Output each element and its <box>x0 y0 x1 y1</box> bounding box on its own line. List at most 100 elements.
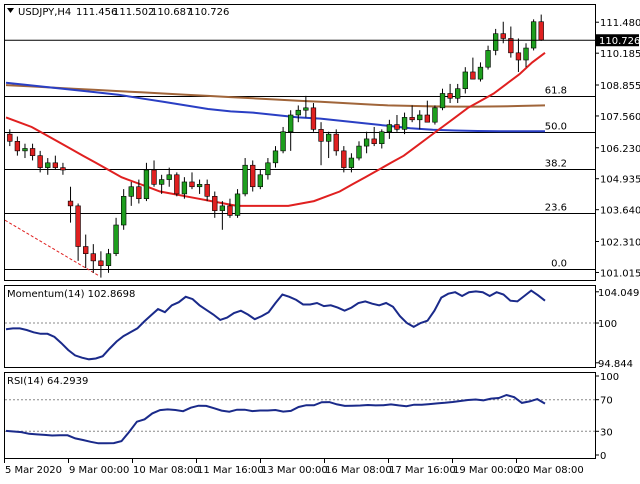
candle-body <box>83 246 89 254</box>
candle-body <box>470 71 476 80</box>
time-tick-label: 20 Mar 08:00 <box>517 465 584 476</box>
momentum-panel: 104.0492 100 94.844 <box>5 288 640 370</box>
candle-body <box>462 71 468 89</box>
price-tick-label: 108.855 <box>600 81 640 92</box>
candle-body <box>295 109 301 116</box>
momentum-tick-label: 94.844 <box>598 359 633 370</box>
candle-body <box>379 131 385 144</box>
candle-body <box>181 181 188 195</box>
candle-body <box>45 162 51 168</box>
price-panel-frame <box>4 4 596 281</box>
candle-body <box>288 114 294 133</box>
rsi-tick-label: 70 <box>600 396 613 407</box>
candle-body <box>310 107 317 130</box>
price-tick-label: 103.640 <box>600 206 640 217</box>
time-tick-label: 16 Mar 08:00 <box>325 465 392 476</box>
price-tick-label: 111.480 <box>600 18 640 29</box>
candle-body <box>257 174 263 188</box>
time-tick-label: 10 Mar 08:00 <box>133 465 200 476</box>
rsi-tick-label: 100 <box>600 372 619 383</box>
candle-body <box>386 124 393 133</box>
ohlc-close: 110.726 <box>188 7 229 18</box>
candle-body <box>29 148 36 156</box>
candle-body <box>523 47 529 61</box>
candle-body <box>113 224 119 254</box>
rsi-title: RSI(14) 64.2939 <box>7 376 88 387</box>
rsi-panel-frame <box>4 372 596 459</box>
candle-body <box>234 193 241 216</box>
time-tick-label: 13 Mar 00:00 <box>261 465 328 476</box>
price-tick-label: 102.310 <box>600 238 640 249</box>
candle-body <box>477 66 484 80</box>
candle-body <box>333 133 339 152</box>
price-tick-label: 107.560 <box>600 112 640 123</box>
candle-body <box>265 162 271 176</box>
candle-body <box>121 196 127 226</box>
momentum-line <box>5 289 546 361</box>
symbol-label: USDJPY,H4 <box>18 7 71 18</box>
candle-body <box>204 184 210 197</box>
price-tick-label: 106.230 <box>600 144 640 155</box>
last-price-label: 110.726 <box>599 36 640 47</box>
price-panel: 61.8 50.0 38.2 23.6 0.0 111.480 110.185 108.855… <box>4 14 640 279</box>
time-tick-label: 17 Mar 16:00 <box>389 465 456 476</box>
candle-body <box>75 205 81 247</box>
candle-body <box>166 174 172 180</box>
candle-body <box>7 133 13 142</box>
candle-body <box>303 107 309 111</box>
candle-body <box>196 184 203 188</box>
candle-body <box>341 150 347 168</box>
candle-body <box>98 260 104 266</box>
candle-body <box>508 38 514 54</box>
candle-body <box>60 167 66 171</box>
trendline <box>4 219 99 276</box>
candle-body <box>22 148 28 152</box>
candle-body <box>280 131 286 152</box>
candle-body <box>409 117 415 121</box>
price-tick-label: 110.185 <box>600 49 640 60</box>
candle-body <box>227 205 233 216</box>
fib-level-label: 61.8 <box>545 86 567 97</box>
candle-body <box>37 155 43 168</box>
ohlc-open: 111.456 <box>76 7 117 18</box>
candle-body <box>90 253 96 262</box>
sma-fast-line <box>5 51 546 207</box>
triangle-down-icon[interactable] <box>7 8 14 13</box>
last-price-box <box>596 34 639 47</box>
candle-body <box>67 200 74 207</box>
time-tick-label: 5 Mar 2020 <box>5 465 62 476</box>
fib-level-label: 0.0 <box>551 259 567 270</box>
candle-body <box>500 33 506 39</box>
momentum-tick-label: 104.0492 <box>598 288 640 299</box>
candle-body <box>530 21 537 49</box>
rsi-tick-label: 0 <box>600 451 606 462</box>
candle-body <box>14 141 21 152</box>
momentum-tick-label: 100 <box>598 319 617 330</box>
candle-body <box>371 138 377 144</box>
candle-body <box>363 138 370 147</box>
candle-body <box>143 169 150 199</box>
candle-body <box>158 179 165 185</box>
momentum-panel-frame <box>4 285 596 368</box>
candle-body <box>439 93 446 109</box>
candle-body <box>128 186 134 197</box>
sma-mid-line <box>5 81 545 133</box>
candle-body <box>447 93 453 99</box>
fib-level-label: 23.6 <box>545 203 567 214</box>
candle-body <box>401 117 408 130</box>
candle-body <box>52 162 58 168</box>
candle-body <box>356 145 362 159</box>
candle-body <box>538 21 544 41</box>
candle-body <box>318 129 324 142</box>
candle-body <box>394 124 400 130</box>
rsi-tick-label: 30 <box>600 427 613 438</box>
candle-body <box>212 196 218 211</box>
price-tick-label: 104.935 <box>600 175 640 186</box>
ohlc-low: 110.687 <box>151 7 192 18</box>
time-tick-label: 11 Mar 16:00 <box>197 465 264 476</box>
candle-body <box>348 157 355 168</box>
momentum-title: Momentum(14) 102.8698 <box>7 289 135 300</box>
candle-body <box>272 150 279 164</box>
candle-body <box>174 174 180 195</box>
